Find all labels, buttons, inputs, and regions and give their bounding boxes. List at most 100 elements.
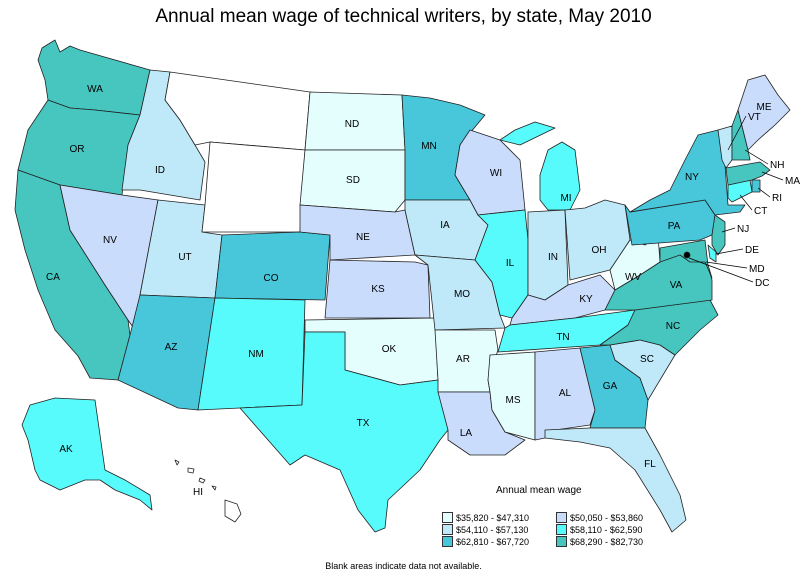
map-title: Annual mean wage of technical writers, b…: [155, 6, 652, 27]
leader-line-ct: [739, 194, 753, 211]
state-label-dc: DC: [755, 278, 769, 289]
legend-item: $62,810 - $67,720: [442, 536, 529, 547]
state-nj[interactable]: [711, 214, 726, 256]
state-label-me: ME: [757, 102, 772, 113]
legend-label: $58,110 - $62,590: [570, 524, 643, 535]
state-label-la: LA: [460, 428, 473, 439]
leader-line-ma: [761, 171, 784, 181]
leader-line-vt: [727, 115, 747, 151]
legend-label: $50,050 - $53,860: [570, 512, 644, 523]
state-oh[interactable]: [564, 199, 631, 281]
state-nc[interactable]: [599, 299, 719, 356]
state-md[interactable]: [659, 239, 713, 279]
state-label-ky: KY: [579, 294, 593, 305]
legend-title: Annual mean wage: [496, 485, 582, 496]
state-mi-part-2[interactable]: [499, 121, 556, 146]
state-ks[interactable]: [324, 259, 431, 319]
state-label-in: IN: [548, 252, 558, 263]
state-sd[interactable]: [299, 149, 406, 213]
state-ma[interactable]: [725, 161, 771, 186]
state-label-ca: CA: [46, 272, 60, 283]
state-tx[interactable]: [239, 331, 449, 533]
state-label-nj: NJ: [737, 224, 749, 235]
state-label-co: CO: [264, 273, 279, 284]
legend-swatch: [556, 536, 567, 547]
state-label-al: AL: [559, 388, 572, 399]
state-wy[interactable]: [201, 141, 306, 233]
state-label-wa: WA: [87, 84, 103, 95]
state-label-pa: PA: [668, 221, 681, 232]
state-label-nh: NH: [770, 160, 784, 171]
state-label-az: AZ: [165, 342, 178, 353]
legend-label: $68,290 - $82,730: [570, 536, 644, 547]
legend-label: $62,810 - $67,720: [456, 536, 530, 547]
state-label-md: MD: [749, 264, 765, 275]
state-label-vt: VT: [748, 112, 761, 123]
legend-swatch: [442, 524, 453, 535]
state-label-sc: SC: [640, 354, 654, 365]
state-hi-part-3[interactable]: [198, 477, 206, 484]
state-hi-part-4[interactable]: [211, 485, 217, 491]
state-label-ar: AR: [456, 354, 470, 365]
legend-item: $54,110 - $57,130: [442, 524, 528, 535]
state-ak[interactable]: [21, 397, 153, 511]
state-ri[interactable]: [751, 179, 761, 193]
state-label-id: ID: [155, 165, 165, 176]
state-label-fl: FL: [644, 459, 656, 470]
state-label-wv: WV: [625, 272, 641, 283]
state-label-tx: TX: [357, 418, 370, 429]
legend-swatch: [442, 536, 453, 547]
legend-label: $54,110 - $57,130: [456, 524, 529, 535]
state-label-ma: MA: [785, 176, 800, 187]
state-label-nm: NM: [248, 349, 264, 360]
state-dc[interactable]: [683, 251, 691, 259]
state-label-nd: ND: [345, 119, 359, 130]
state-label-va: VA: [670, 280, 683, 291]
state-label-nc: NC: [666, 321, 680, 332]
state-label-ga: GA: [603, 381, 618, 392]
state-il[interactable]: [474, 209, 529, 319]
legend-label: $35,820 - $47,310: [456, 512, 530, 523]
state-ne[interactable]: [299, 204, 416, 261]
state-label-ms: MS: [506, 395, 521, 406]
state-nh[interactable]: [731, 109, 751, 161]
legend-item: $68,290 - $82,730: [556, 536, 643, 547]
state-label-nv: NV: [103, 235, 117, 246]
leader-line-nh: [744, 149, 769, 165]
leader-line-ri: [757, 187, 771, 198]
state-label-hi: HI: [193, 487, 203, 498]
state-label-de: DE: [745, 245, 759, 256]
leader-line-de: [715, 248, 744, 255]
state-vt[interactable]: [717, 125, 733, 169]
legend-item: $50,050 - $53,860: [556, 512, 643, 523]
state-label-mi: MI: [560, 193, 571, 204]
state-co[interactable]: [214, 231, 331, 301]
state-de[interactable]: [707, 244, 717, 263]
legend-item: $58,110 - $62,590: [556, 524, 642, 535]
leader-line-dc: [688, 257, 754, 283]
legend-item: $35,820 - $47,310: [442, 512, 529, 523]
state-me[interactable]: [737, 74, 791, 151]
state-mi-part-1[interactable]: [539, 141, 581, 211]
state-hi-part-5[interactable]: [224, 499, 242, 523]
state-label-mn: MN: [421, 141, 437, 152]
state-label-sd: SD: [346, 175, 360, 186]
state-label-ia: IA: [440, 220, 450, 231]
footnote: Blank areas indicate data not available.: [325, 561, 482, 571]
state-label-ak: AK: [59, 444, 73, 455]
legend-swatch: [556, 512, 567, 523]
state-label-il: IL: [506, 258, 515, 269]
state-label-wi: WI: [490, 168, 502, 179]
state-label-ne: NE: [356, 232, 370, 243]
state-label-ri: RI: [772, 193, 782, 204]
state-label-tn: TN: [556, 332, 569, 343]
legend-swatch: [556, 524, 567, 535]
state-hi-part-1[interactable]: [174, 459, 180, 466]
leader-line-nj: [721, 227, 736, 233]
state-label-mo: MO: [454, 289, 470, 300]
state-label-ny: NY: [685, 172, 699, 183]
state-label-ut: UT: [178, 252, 191, 263]
state-hi-part-2[interactable]: [187, 467, 195, 474]
state-fl[interactable]: [544, 427, 687, 533]
